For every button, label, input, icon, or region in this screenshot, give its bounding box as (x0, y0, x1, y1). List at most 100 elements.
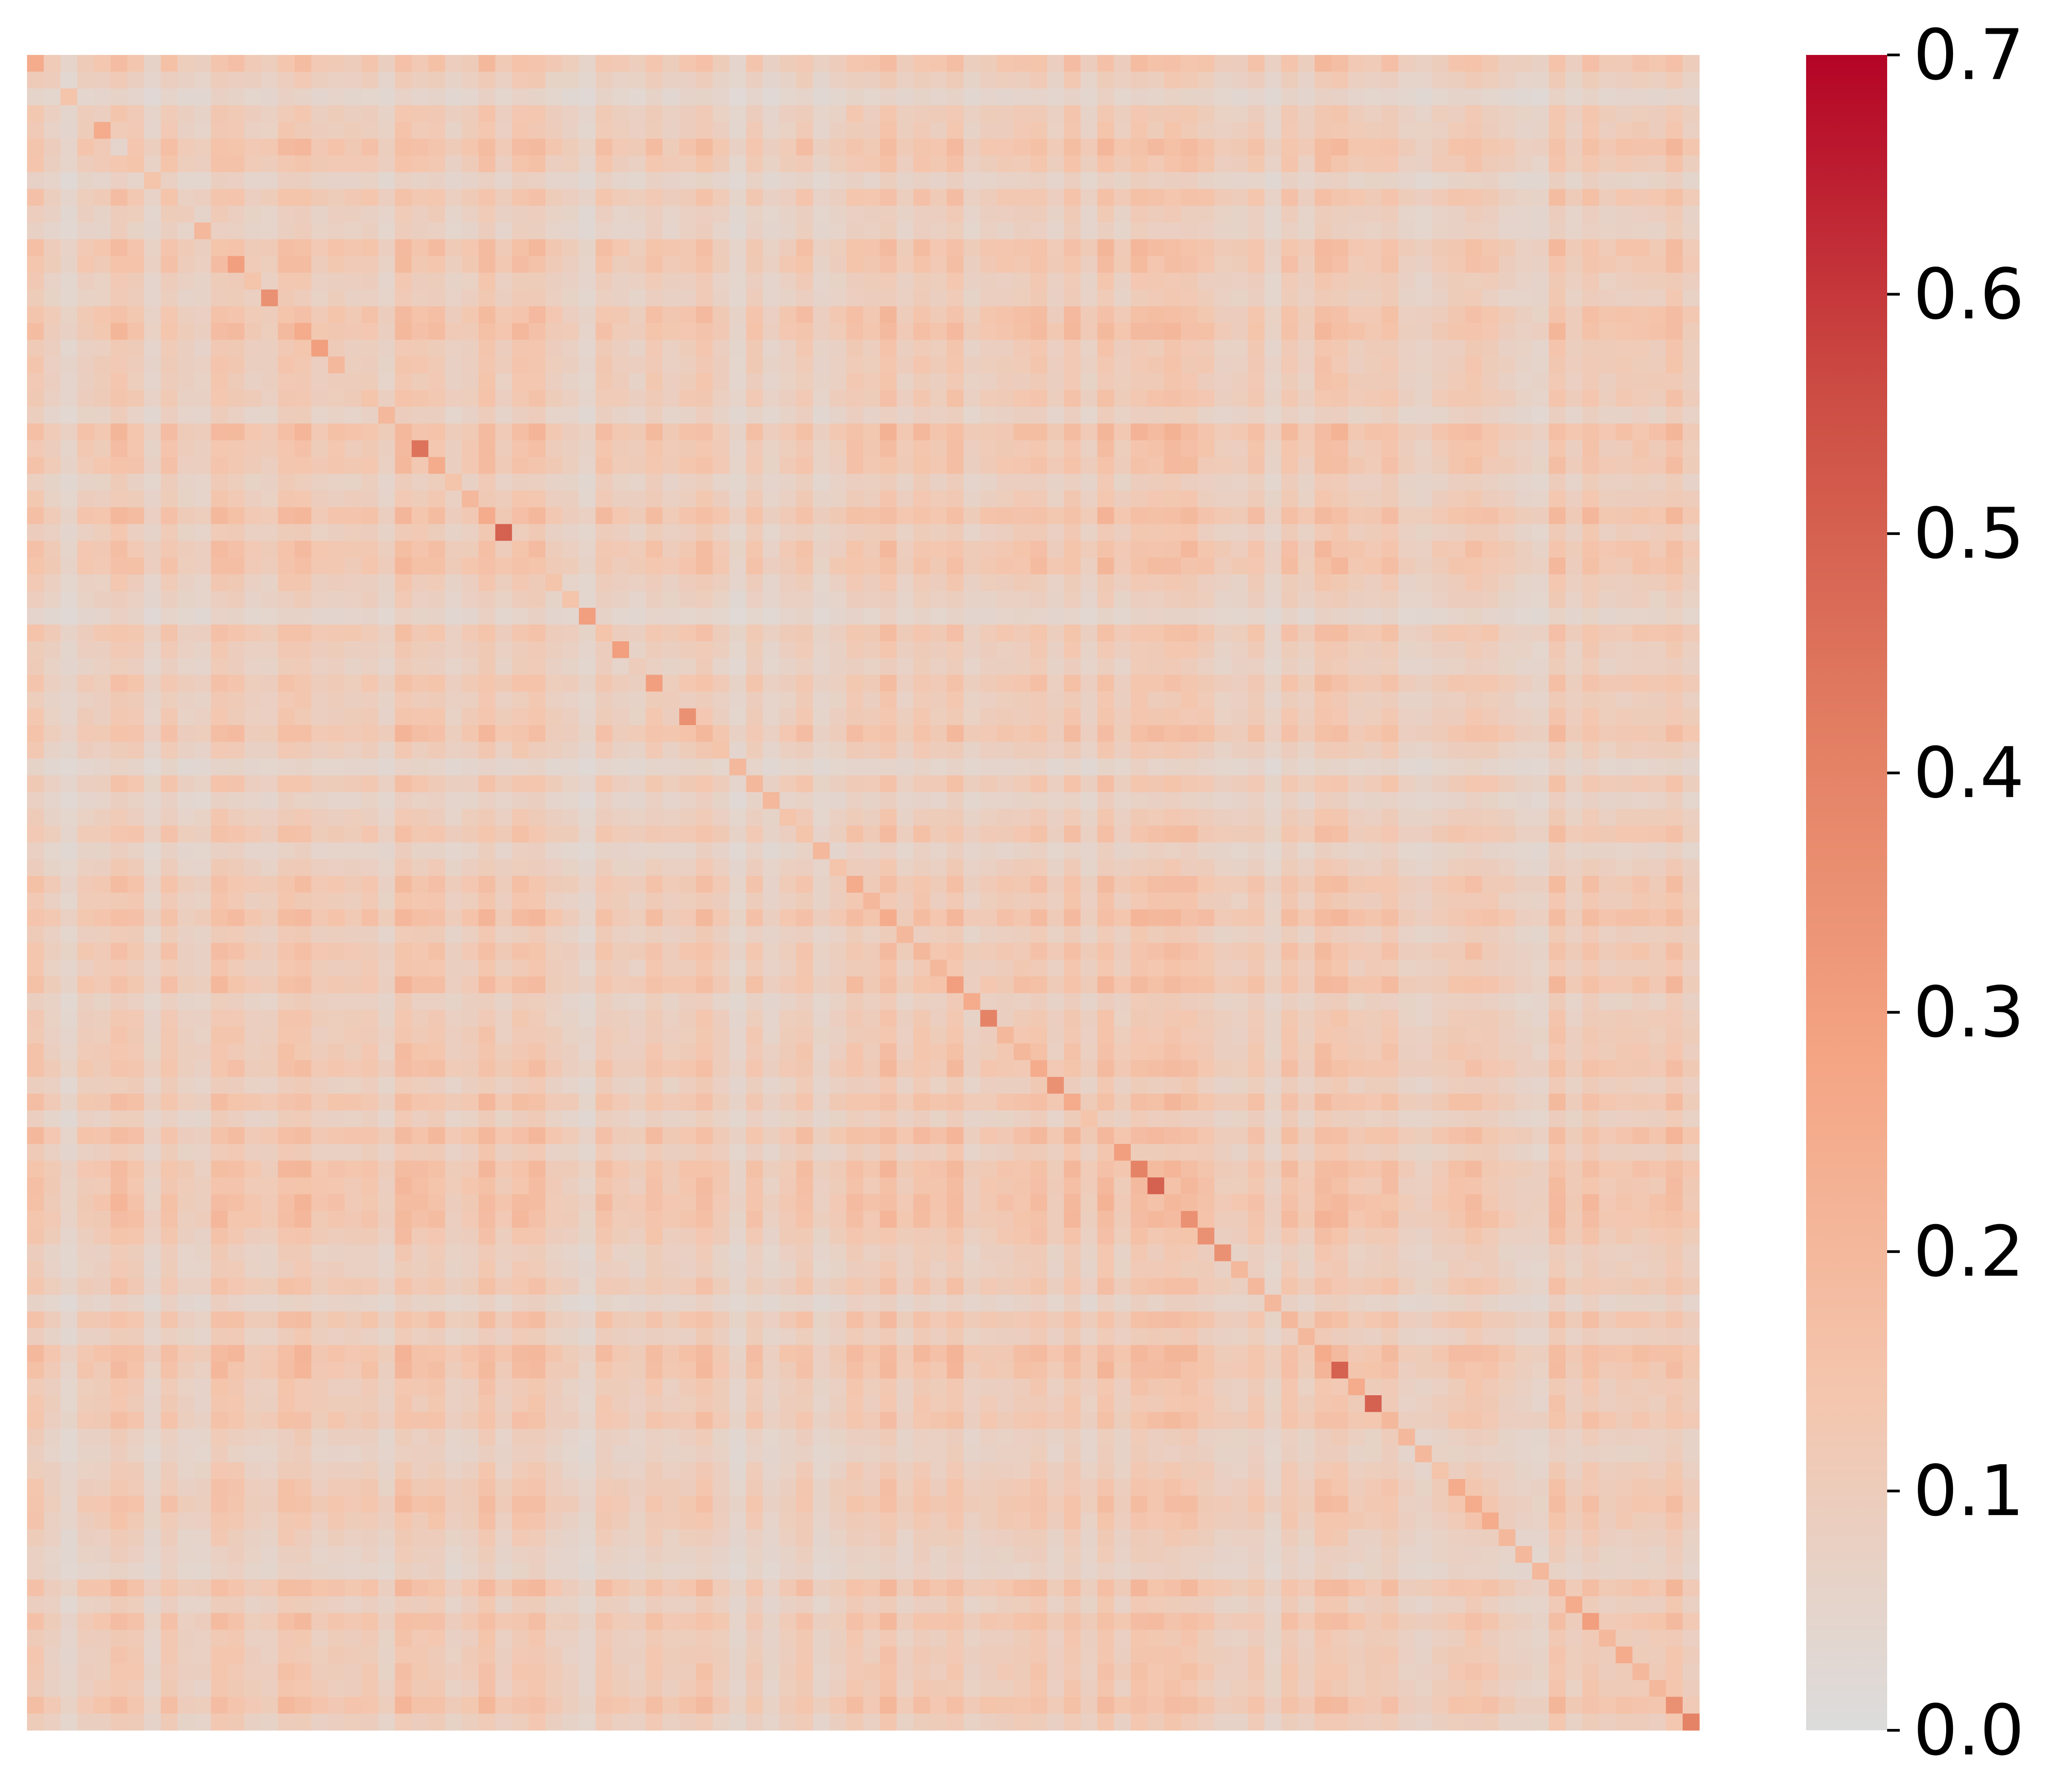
heatmap-cell (1281, 624, 1298, 642)
heatmap-cell (679, 775, 696, 793)
heatmap-cell (395, 792, 412, 809)
heatmap-cell (1064, 540, 1081, 558)
heatmap-cell (194, 239, 212, 256)
heatmap-cell (27, 289, 44, 307)
heatmap-cell (177, 524, 195, 541)
heatmap-cell (1465, 859, 1482, 876)
heatmap-cell (328, 189, 345, 206)
heatmap-cell (528, 758, 546, 776)
heatmap-cell (880, 323, 897, 340)
heatmap-cell (562, 289, 579, 307)
heatmap-cell (629, 809, 646, 826)
heatmap-cell (545, 507, 563, 525)
heatmap-cell (1315, 390, 1332, 407)
heatmap-cell (94, 139, 111, 156)
heatmap-cell (311, 222, 328, 240)
heatmap-cell (980, 641, 998, 658)
heatmap-cell (194, 708, 212, 726)
heatmap-cell (896, 88, 914, 106)
heatmap-cell (1147, 658, 1165, 675)
heatmap-cell (1331, 189, 1348, 206)
heatmap-cell (913, 540, 931, 558)
heatmap-cell (378, 222, 395, 240)
heatmap-cell (830, 340, 847, 357)
heatmap-cell (1398, 792, 1416, 809)
heatmap-cell (94, 340, 111, 357)
heatmap-cell (328, 842, 345, 860)
heatmap-cell (277, 775, 295, 793)
heatmap-cell (361, 289, 379, 307)
heatmap-cell (545, 574, 563, 591)
heatmap-cell (1331, 440, 1348, 458)
heatmap-cell (1264, 407, 1282, 424)
heatmap-cell (345, 256, 362, 273)
heatmap-cell (1582, 189, 1599, 206)
heatmap-cell (478, 708, 496, 726)
heatmap-cell (1381, 775, 1399, 793)
heatmap-cell (94, 323, 111, 340)
heatmap-cell (863, 558, 881, 575)
heatmap-cell (562, 88, 579, 106)
heatmap-cell (1616, 155, 1633, 172)
heatmap-cell (1064, 842, 1081, 860)
heatmap-cell (545, 155, 563, 172)
heatmap-cell (478, 591, 496, 608)
heatmap-cell (947, 876, 964, 893)
heatmap-cell (77, 323, 95, 340)
heatmap-cell (1231, 758, 1248, 776)
heatmap-cell (796, 88, 813, 106)
heatmap-cell (1448, 591, 1466, 608)
heatmap-cell (746, 742, 763, 759)
heatmap-cell (1365, 859, 1382, 876)
heatmap-cell (963, 708, 981, 726)
heatmap-cell (1448, 440, 1466, 458)
heatmap-cell (1381, 272, 1399, 290)
heatmap-cell (1448, 189, 1466, 206)
heatmap-cell (1398, 88, 1416, 106)
heatmap-cell (763, 624, 780, 642)
heatmap-cell (1064, 758, 1081, 776)
heatmap-cell (629, 658, 646, 675)
heatmap-cell (1532, 205, 1549, 223)
heatmap-cell (1365, 239, 1382, 256)
heatmap-cell (1047, 189, 1064, 206)
heatmap-cell (980, 423, 998, 441)
heatmap-cell (1114, 490, 1131, 508)
heatmap-cell (1214, 691, 1231, 709)
heatmap-cell (211, 222, 228, 240)
heatmap-cell (997, 55, 1014, 72)
heatmap-cell (277, 172, 295, 190)
heatmap-cell (1548, 172, 1566, 190)
heatmap-cell (1548, 859, 1566, 876)
heatmap-cell (746, 624, 763, 642)
heatmap-cell (813, 72, 830, 89)
heatmap-cell (1482, 859, 1499, 876)
heatmap-cell (1331, 423, 1348, 441)
heatmap-cell (763, 239, 780, 256)
heatmap-cell (896, 758, 914, 776)
heatmap-cell (1047, 758, 1064, 776)
heatmap-cell (846, 558, 864, 575)
heatmap-cell (1331, 725, 1348, 742)
heatmap-cell (1599, 105, 1616, 122)
heatmap-cell (277, 306, 295, 323)
heatmap-cell (1064, 859, 1081, 876)
heatmap-cell (378, 155, 395, 172)
heatmap-cell (77, 222, 95, 240)
heatmap-cell (194, 474, 212, 491)
heatmap-cell (1164, 407, 1181, 424)
heatmap-cell (345, 155, 362, 172)
heatmap-cell (311, 608, 328, 625)
heatmap-cell (1548, 524, 1566, 541)
heatmap-cell (1482, 524, 1499, 541)
heatmap-cell (1548, 641, 1566, 658)
heatmap-cell (913, 608, 931, 625)
heatmap-cell (713, 440, 730, 458)
heatmap-cell (311, 323, 328, 340)
heatmap-cell (328, 558, 345, 575)
heatmap-cell (1030, 373, 1048, 390)
heatmap-cell (1315, 876, 1332, 893)
heatmap-cell (445, 55, 462, 72)
heatmap-cell (1398, 139, 1416, 156)
heatmap-cell (729, 558, 747, 575)
